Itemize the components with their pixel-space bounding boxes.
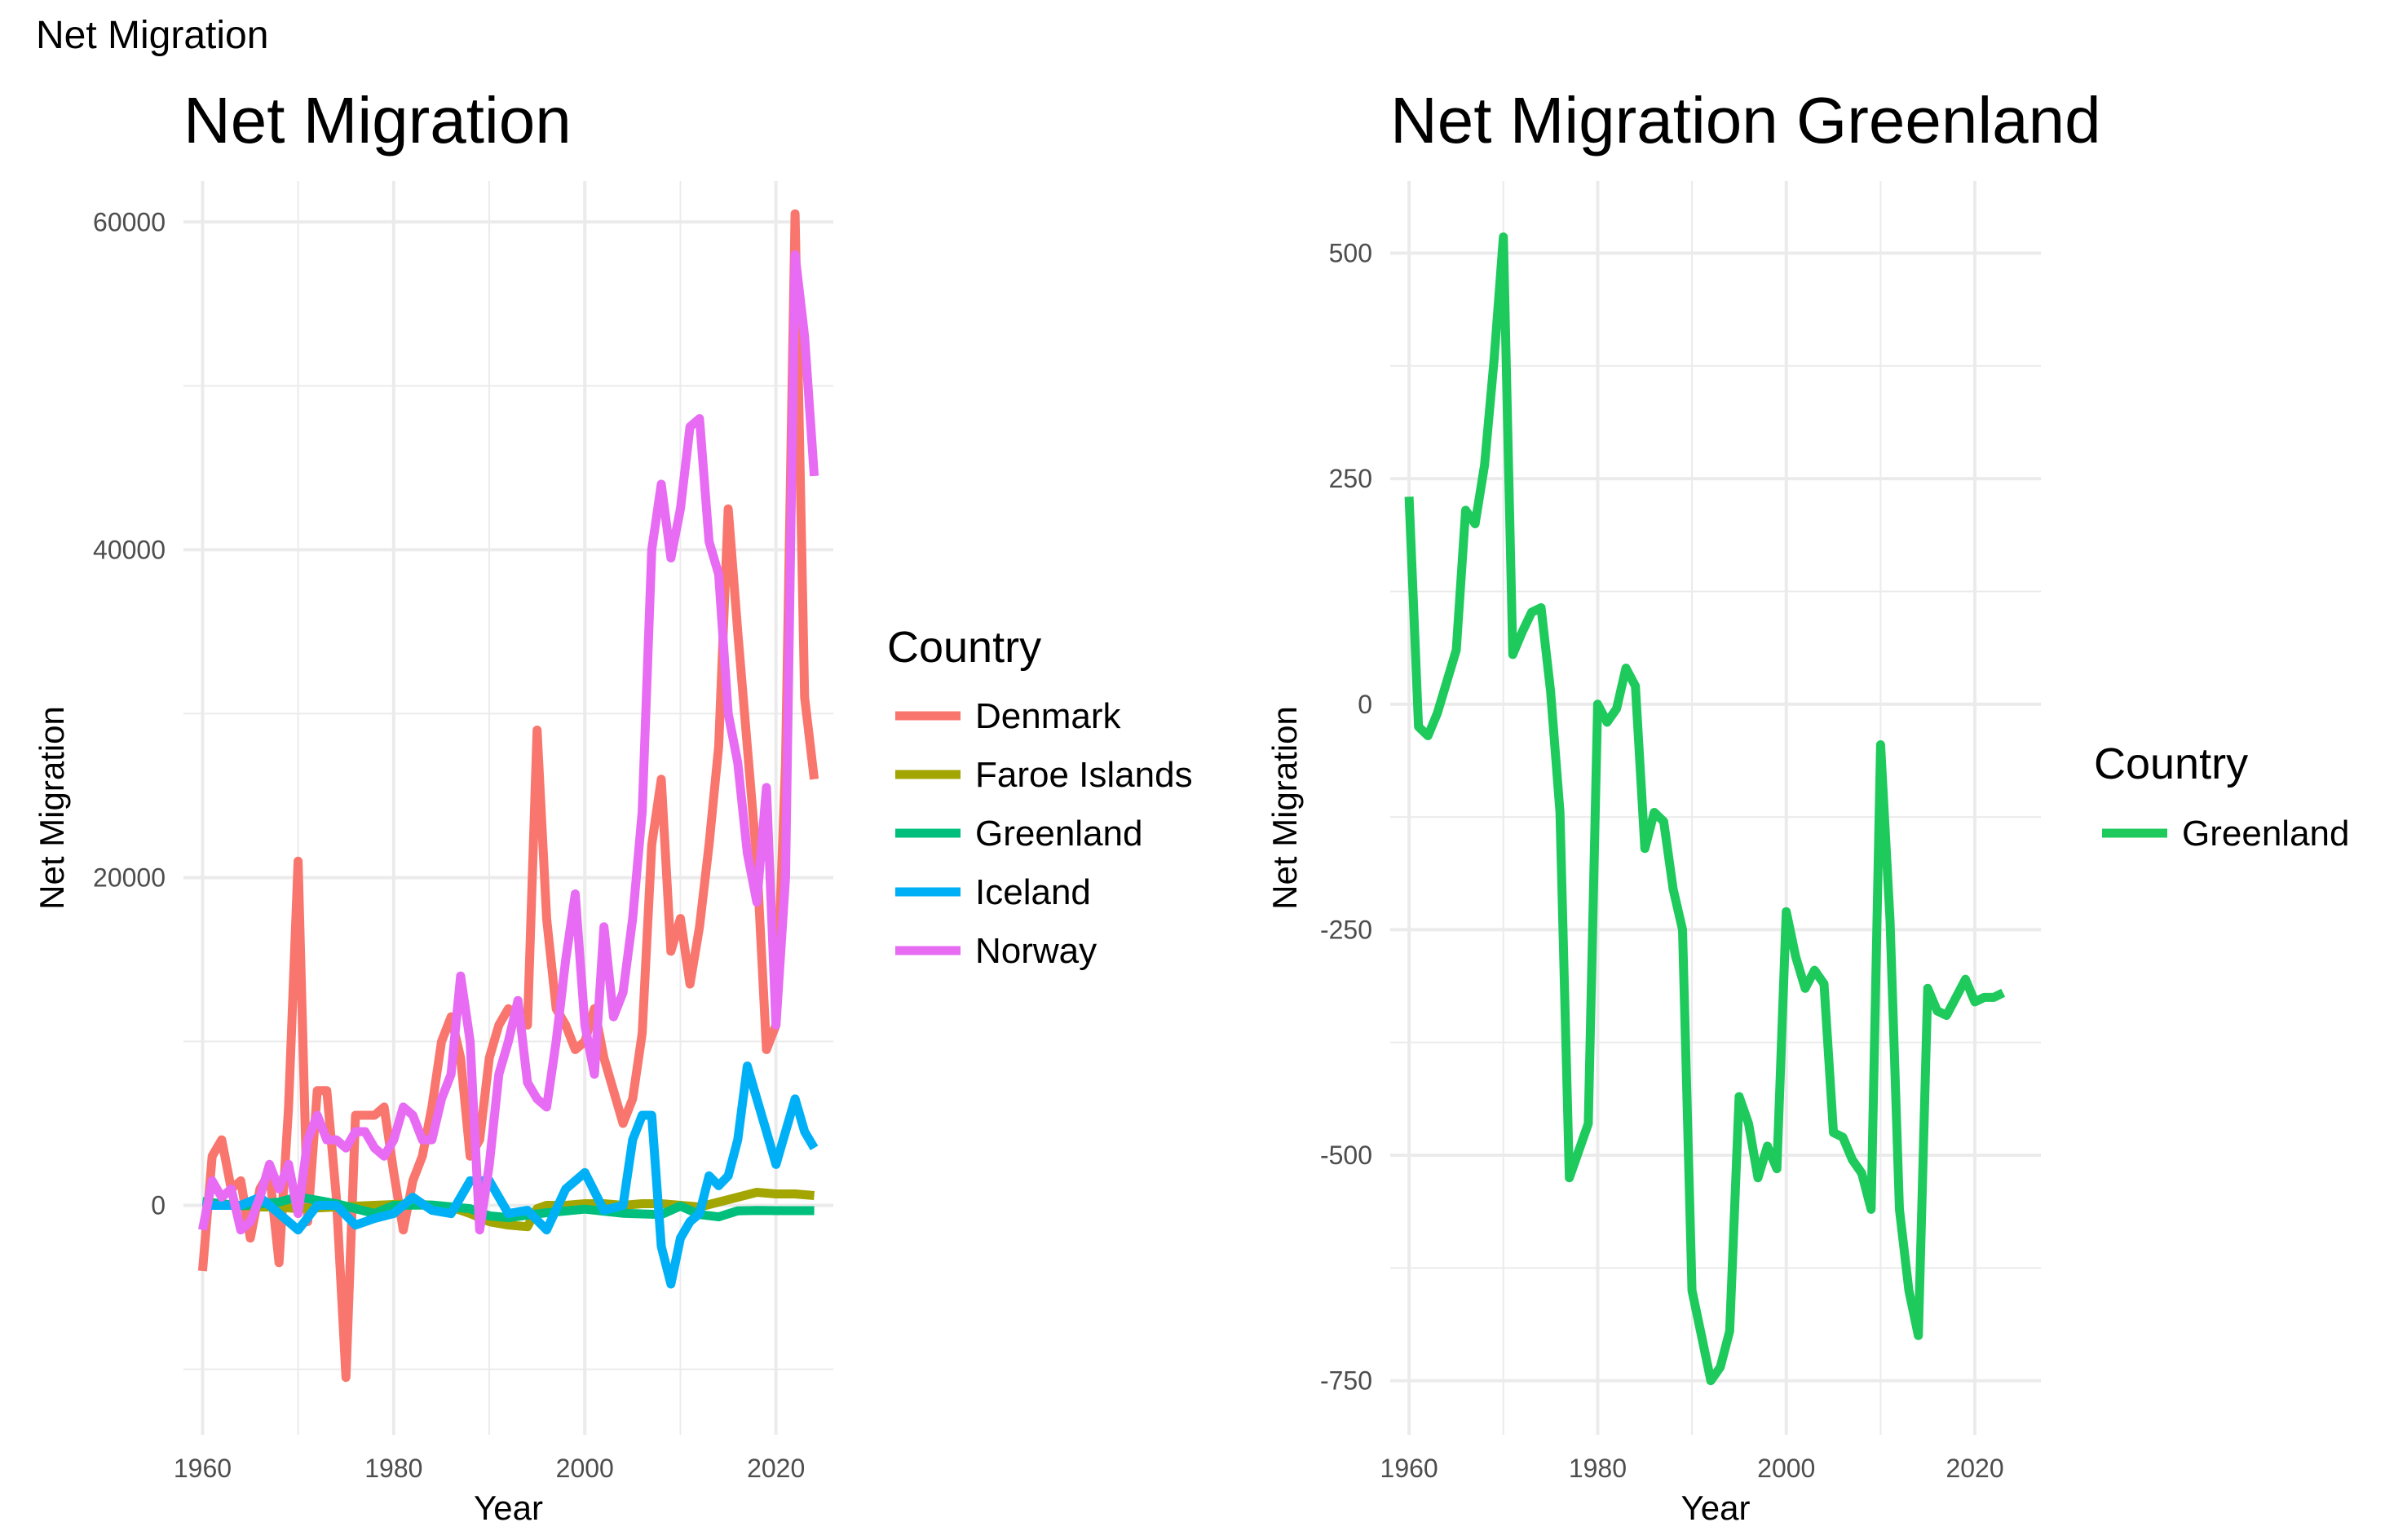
x-tick-label: 2020 (747, 1454, 805, 1483)
x-tick-label: 2020 (1945, 1454, 2003, 1483)
series-lines (197, 209, 819, 1383)
x-tick-labels: 1960 1980 2000 2020 (1380, 1454, 2004, 1483)
legend-label: Norway (975, 931, 1097, 971)
y-tick-labels: -750 -500 -250 0 250 500 (1320, 239, 1372, 1396)
x-axis-label: Year (1681, 1489, 1751, 1527)
chart-title: Net Migration (183, 84, 572, 157)
y-tick-label: -250 (1320, 915, 1372, 944)
legend-title: Country (2094, 739, 2248, 788)
chart-net-migration-greenland: Net Migration Greenland -750 -500 -250 0 250… (1265, 84, 2349, 1527)
legend-label: Faroe Islands (975, 755, 1193, 795)
y-tick-label: 60000 (93, 207, 166, 236)
y-tick-labels: 0 20000 40000 60000 (93, 207, 166, 1220)
legend-label: Greenland (2182, 814, 2349, 854)
x-tick-label: 1960 (1380, 1454, 1438, 1483)
y-tick-label: -750 (1320, 1366, 1372, 1396)
series-line-iceland (202, 1061, 819, 1289)
legend-item-norway: Norway (895, 931, 1097, 971)
chart-net-migration: Net Migration 0 20000 40000 60000 1960 1980 2… (33, 84, 1193, 1527)
series-line-greenland (1404, 232, 2006, 1386)
y-tick-label: 40000 (93, 535, 166, 564)
legend-title: Country (887, 623, 1041, 672)
chart-title: Net Migration Greenland (1390, 84, 2101, 157)
legend-label: Greenland (975, 814, 1142, 854)
x-tick-label: 2000 (1757, 1454, 1815, 1483)
window-title: Net Migration (36, 14, 269, 57)
series-lines (1404, 232, 2006, 1386)
y-tick-label: 250 (1329, 464, 1372, 493)
x-tick-label: 1980 (364, 1454, 422, 1483)
x-axis-label: Year (474, 1489, 543, 1527)
legend-item-greenland: Greenland (2102, 814, 2349, 854)
x-tick-label: 2000 (556, 1454, 614, 1483)
x-tick-label: 1980 (1569, 1454, 1627, 1483)
x-tick-label: 1960 (174, 1454, 232, 1483)
legend-label: Iceland (975, 872, 1091, 912)
legend-item-denmark: Denmark (895, 696, 1121, 736)
y-tick-label: 0 (151, 1191, 166, 1220)
legend-item-iceland: Iceland (895, 872, 1091, 912)
legend-item-greenland: Greenland (895, 814, 1142, 854)
x-tick-labels: 1960 1980 2000 2020 (174, 1454, 805, 1483)
y-tick-label: 500 (1329, 239, 1372, 268)
y-tick-label: -500 (1320, 1141, 1372, 1170)
y-tick-label: 0 (1358, 690, 1372, 719)
legend-item-faroe-islands: Faroe Islands (895, 755, 1193, 795)
legend: Country Greenland (2094, 739, 2349, 854)
grid (1390, 181, 2041, 1435)
series-line-norway (198, 250, 819, 1235)
y-axis-label: Net Migration (1265, 706, 1304, 910)
series-line-faroe-islands (202, 1188, 815, 1232)
y-axis-label: Net Migration (33, 706, 71, 910)
series-line-denmark (197, 209, 819, 1383)
y-tick-label: 20000 (93, 863, 166, 892)
legend-label: Denmark (975, 696, 1121, 736)
legend: Country Denmark Faroe Islands Greenland Ice… (887, 623, 1193, 971)
